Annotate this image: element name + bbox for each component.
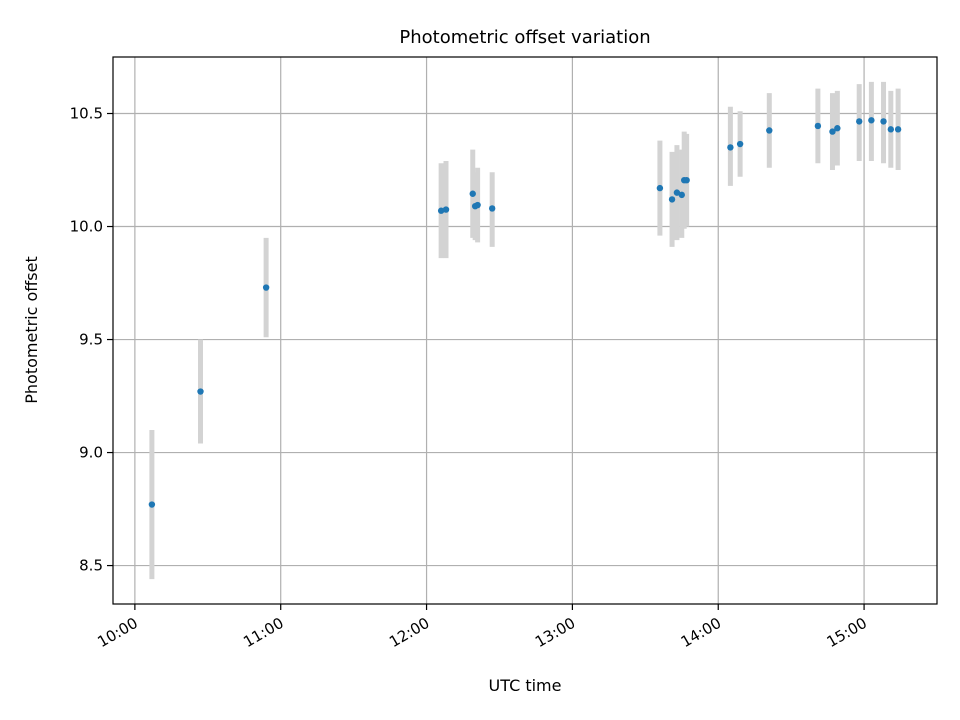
data-point xyxy=(197,388,204,395)
data-point xyxy=(683,176,690,184)
data-point xyxy=(656,184,664,192)
y-axis-ticks: 8.5 9.0 9.5 10.0 10.5 xyxy=(70,105,113,575)
data-point xyxy=(148,501,156,508)
data-point xyxy=(727,144,734,151)
data-point xyxy=(437,207,445,214)
y-tick-label: 10.0 xyxy=(70,218,103,236)
y-tick-label: 9.5 xyxy=(79,331,103,349)
data-point xyxy=(474,201,481,209)
data-point xyxy=(868,117,875,124)
data-point xyxy=(668,196,676,203)
x-axis-label: UTC time xyxy=(489,676,562,695)
y-tick-label: 9.0 xyxy=(79,444,103,462)
data-point xyxy=(673,189,681,196)
data-point xyxy=(469,190,476,197)
data-point xyxy=(887,126,895,133)
data-point xyxy=(814,122,822,130)
data-point xyxy=(262,284,270,291)
data-point xyxy=(678,191,685,199)
data-point xyxy=(736,140,744,148)
data-point xyxy=(829,128,836,135)
data-point xyxy=(856,118,863,125)
data-point xyxy=(766,127,773,134)
plot-frame xyxy=(112,56,938,605)
chart-title: Photometric offset variation xyxy=(399,27,650,48)
data-point xyxy=(894,126,902,133)
y-tick-label: 10.5 xyxy=(70,105,103,123)
y-axis-label: Photometric offset xyxy=(22,256,41,404)
data-point xyxy=(834,125,841,132)
data-point xyxy=(488,205,496,212)
grid-lines xyxy=(113,57,937,604)
data-point xyxy=(442,206,450,213)
y-tick-label: 8.5 xyxy=(79,557,103,575)
data-points xyxy=(148,117,902,508)
data-point xyxy=(880,118,887,125)
